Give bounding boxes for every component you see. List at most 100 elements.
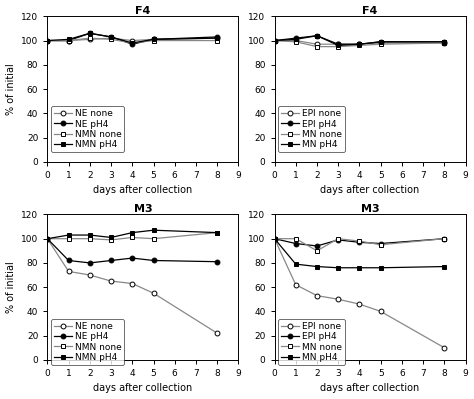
Title: F4: F4 bbox=[362, 6, 378, 16]
Line: NE none: NE none bbox=[45, 36, 219, 43]
Line: NE pH4: NE pH4 bbox=[45, 31, 219, 47]
NMN pH4 bbox=[214, 230, 220, 235]
Line: NMN pH4: NMN pH4 bbox=[45, 31, 219, 45]
NMN none bbox=[129, 235, 135, 240]
NMN pH4 bbox=[129, 41, 135, 45]
Legend: EPI none, EPI pH4, MN none, MN pH4: EPI none, EPI pH4, MN none, MN pH4 bbox=[278, 319, 345, 365]
Line: MN pH4: MN pH4 bbox=[272, 236, 447, 270]
MN pH4 bbox=[378, 265, 383, 270]
NMN pH4 bbox=[66, 233, 72, 237]
EPI pH4 bbox=[336, 237, 341, 242]
NE pH4 bbox=[87, 31, 93, 36]
MN none bbox=[336, 236, 341, 241]
Title: F4: F4 bbox=[135, 6, 151, 16]
NE pH4 bbox=[151, 37, 156, 42]
NE none bbox=[129, 281, 135, 286]
EPI pH4 bbox=[441, 236, 447, 241]
NMN none bbox=[214, 38, 220, 43]
EPI pH4 bbox=[441, 40, 447, 44]
NE none bbox=[45, 38, 50, 43]
NMN none bbox=[108, 37, 114, 42]
EPI none bbox=[336, 42, 341, 47]
Line: EPI none: EPI none bbox=[272, 38, 447, 47]
MN pH4 bbox=[441, 40, 447, 44]
NE pH4 bbox=[66, 258, 72, 263]
MN none bbox=[314, 44, 320, 49]
Title: M3: M3 bbox=[134, 203, 152, 214]
MN pH4 bbox=[272, 236, 277, 241]
MN pH4 bbox=[293, 262, 299, 267]
Line: MN pH4: MN pH4 bbox=[272, 33, 447, 48]
Line: NE pH4: NE pH4 bbox=[45, 236, 219, 265]
NE none bbox=[108, 36, 114, 41]
NMN none bbox=[108, 237, 114, 242]
NE none bbox=[151, 291, 156, 296]
EPI pH4 bbox=[378, 40, 383, 44]
Title: M3: M3 bbox=[361, 203, 379, 214]
NMN none bbox=[214, 230, 220, 235]
NMN pH4 bbox=[87, 31, 93, 36]
EPI pH4 bbox=[314, 34, 320, 38]
NE pH4 bbox=[45, 38, 50, 43]
Line: EPI none: EPI none bbox=[272, 236, 447, 350]
NMN none bbox=[87, 36, 93, 41]
Line: NMN pH4: NMN pH4 bbox=[45, 228, 219, 241]
EPI none bbox=[356, 42, 362, 47]
MN none bbox=[272, 236, 277, 241]
Line: NMN none: NMN none bbox=[45, 36, 219, 45]
NMN none bbox=[151, 38, 156, 43]
EPI none bbox=[441, 41, 447, 45]
EPI pH4 bbox=[272, 38, 277, 43]
NE none bbox=[129, 38, 135, 43]
NMN pH4 bbox=[108, 35, 114, 40]
MN none bbox=[441, 41, 447, 45]
EPI none bbox=[378, 309, 383, 314]
NE pH4 bbox=[214, 35, 220, 40]
NE pH4 bbox=[108, 35, 114, 40]
EPI pH4 bbox=[293, 241, 299, 246]
Y-axis label: % of initial: % of initial bbox=[6, 63, 16, 115]
Line: EPI pH4: EPI pH4 bbox=[272, 236, 447, 249]
X-axis label: days after collection: days after collection bbox=[320, 185, 419, 196]
EPI pH4 bbox=[293, 36, 299, 41]
Y-axis label: % of initial: % of initial bbox=[6, 261, 16, 313]
X-axis label: days after collection: days after collection bbox=[93, 383, 192, 393]
EPI none bbox=[441, 346, 447, 350]
EPI none bbox=[272, 236, 277, 241]
MN none bbox=[293, 40, 299, 44]
NMN none bbox=[66, 236, 72, 241]
NE none bbox=[87, 273, 93, 277]
EPI pH4 bbox=[378, 241, 383, 246]
NMN none bbox=[129, 41, 135, 45]
MN none bbox=[293, 236, 299, 241]
MN none bbox=[356, 239, 362, 243]
EPI pH4 bbox=[272, 236, 277, 241]
NE none bbox=[66, 269, 72, 274]
MN pH4 bbox=[314, 264, 320, 269]
NE none bbox=[66, 38, 72, 43]
MN none bbox=[441, 236, 447, 241]
MN none bbox=[314, 249, 320, 253]
NE none bbox=[214, 331, 220, 336]
NMN pH4 bbox=[151, 228, 156, 233]
NMN none bbox=[151, 236, 156, 241]
NE none bbox=[87, 37, 93, 42]
NMN pH4 bbox=[45, 38, 50, 43]
NE none bbox=[45, 236, 50, 241]
NMN pH4 bbox=[151, 37, 156, 42]
NE none bbox=[108, 279, 114, 283]
NE pH4 bbox=[214, 259, 220, 264]
EPI none bbox=[314, 42, 320, 47]
NMN none bbox=[66, 38, 72, 43]
MN pH4 bbox=[272, 38, 277, 43]
MN none bbox=[272, 38, 277, 43]
MN pH4 bbox=[314, 34, 320, 38]
NMN pH4 bbox=[108, 235, 114, 240]
EPI none bbox=[378, 41, 383, 45]
NE pH4 bbox=[151, 258, 156, 263]
X-axis label: days after collection: days after collection bbox=[320, 383, 419, 393]
Line: NMN none: NMN none bbox=[45, 230, 219, 242]
Line: EPI pH4: EPI pH4 bbox=[272, 33, 447, 47]
MN pH4 bbox=[356, 42, 362, 47]
MN pH4 bbox=[378, 40, 383, 44]
